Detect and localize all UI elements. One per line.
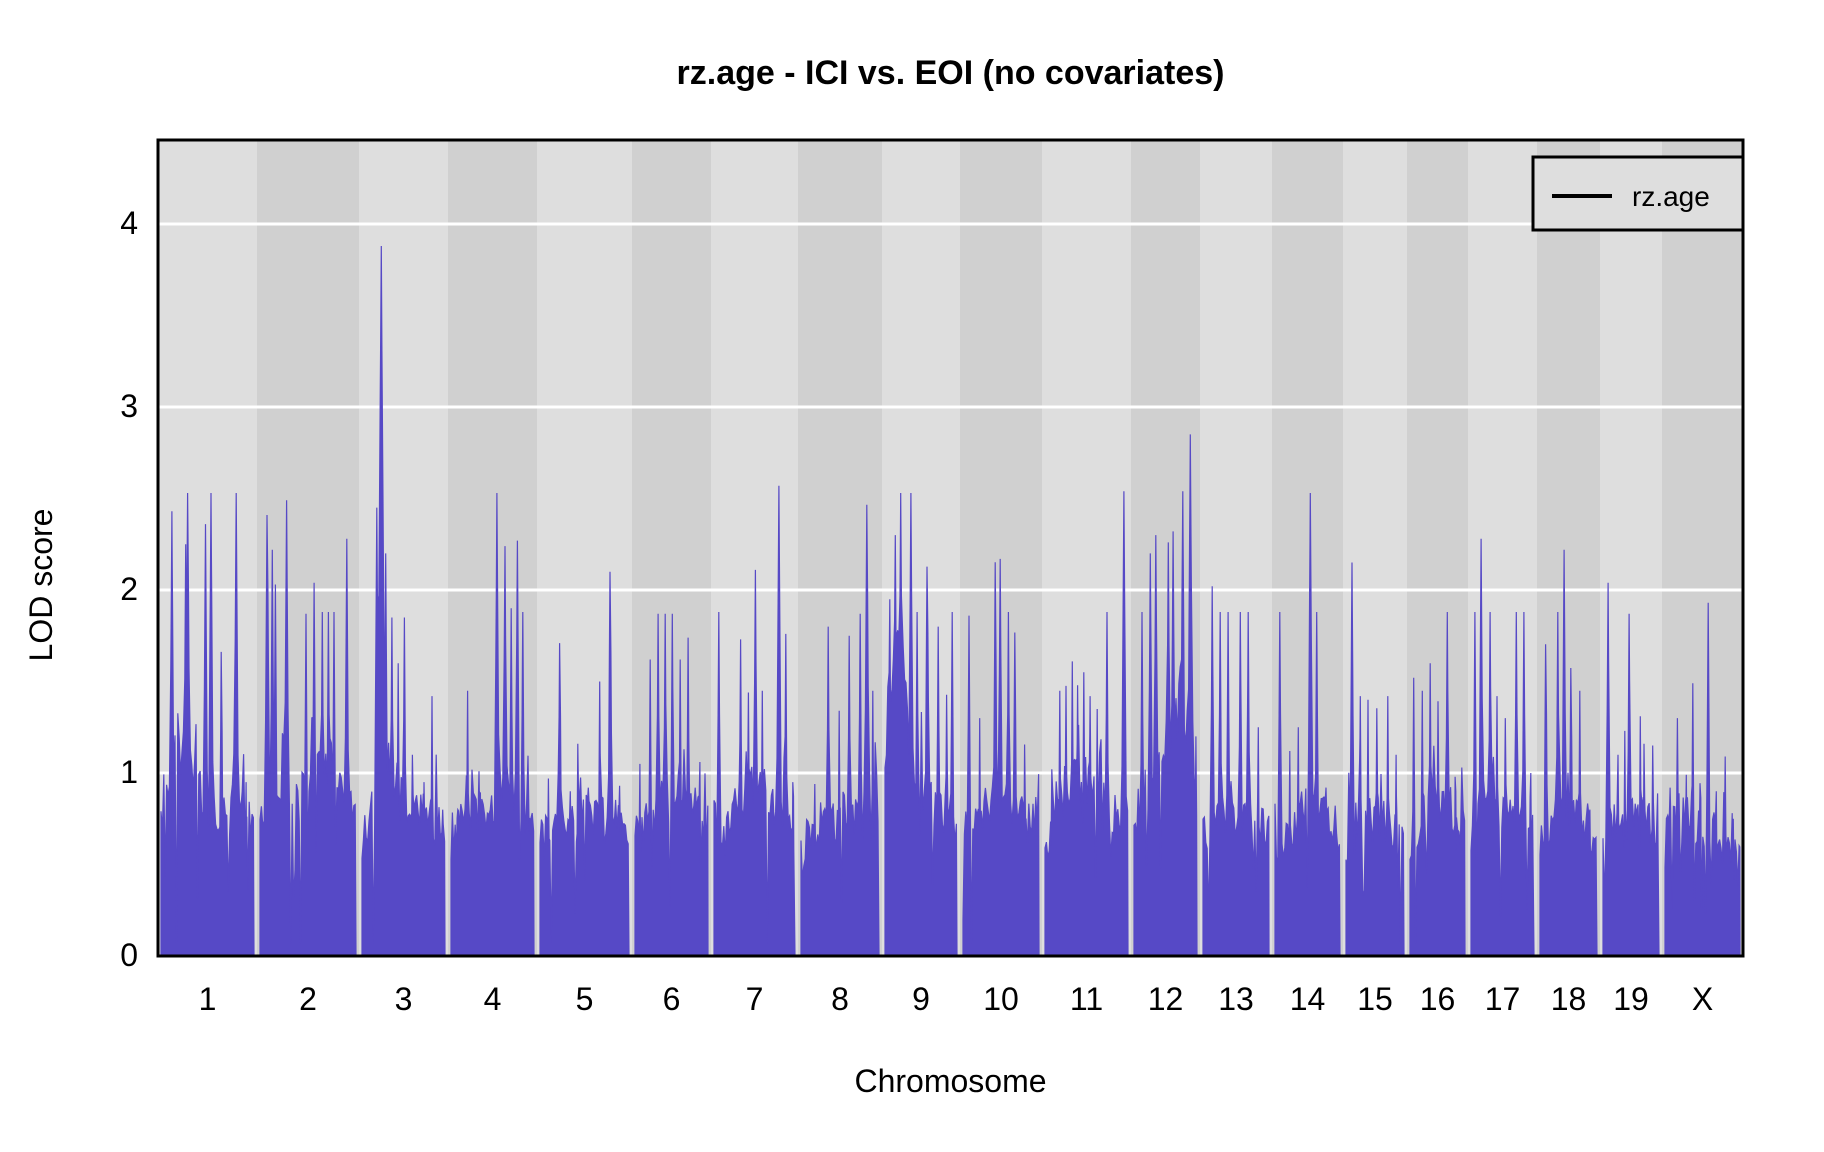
y-tick-label-1: 1 bbox=[120, 754, 138, 790]
y-tick-label-2: 2 bbox=[120, 571, 138, 607]
x-tick-label-chr-9: 9 bbox=[912, 981, 930, 1017]
lod-curve-chr-11 bbox=[1044, 491, 1129, 957]
x-tick-label-chr-15: 15 bbox=[1357, 981, 1393, 1017]
x-tick-labels: 1 2 3 4 5 6 7 8 9 10 11 12 13 14 15 16 17 18 19 X bbox=[199, 981, 1714, 1017]
x-tick-label-chr-10: 10 bbox=[983, 981, 1019, 1017]
y-tick-labels: 0 1 2 3 4 bbox=[120, 205, 138, 973]
lod-curve-chr-5 bbox=[539, 571, 630, 957]
x-tick-label-chr-13: 13 bbox=[1218, 981, 1254, 1017]
lod-curve-chr-19 bbox=[1602, 582, 1660, 957]
lod-curve-chr-2 bbox=[259, 500, 357, 957]
x-tick-label-chr-16: 16 bbox=[1420, 981, 1456, 1017]
y-tick-label-3: 3 bbox=[120, 388, 138, 424]
lod-curve-chr-9 bbox=[884, 492, 958, 957]
x-tick-label-chr-11: 11 bbox=[1070, 981, 1103, 1017]
lod-curve-chr-14 bbox=[1274, 492, 1341, 957]
legend-label: rz.age bbox=[1632, 181, 1710, 212]
lod-curve-chr-10 bbox=[962, 558, 1040, 957]
x-tick-label-chr-7: 7 bbox=[746, 981, 764, 1017]
x-tick-label-chr-2: 2 bbox=[299, 981, 317, 1017]
x-tick-label-chr-6: 6 bbox=[663, 981, 681, 1017]
x-axis-label: Chromosome bbox=[854, 1063, 1046, 1099]
lod-curve-chr-X bbox=[1664, 602, 1741, 957]
lod-curve-chr-6 bbox=[634, 613, 709, 957]
x-tick-label-chr-3: 3 bbox=[395, 981, 413, 1017]
lod-series bbox=[160, 245, 1741, 957]
plot-frame bbox=[156, 138, 1745, 958]
x-tick-label-chr-12: 12 bbox=[1148, 981, 1184, 1017]
y-tick-label-4: 4 bbox=[120, 205, 138, 241]
chart-title: rz.age - ICI vs. EOI (no covariates) bbox=[677, 54, 1225, 92]
lod-curve-chr-16 bbox=[1409, 611, 1466, 957]
lod-curve-chr-3 bbox=[361, 245, 446, 957]
lod-curve-chr-12 bbox=[1133, 434, 1198, 957]
lod-curve-chr-1 bbox=[160, 492, 255, 957]
lod-curve-chr-7 bbox=[713, 485, 796, 957]
y-axis-label: LOD score bbox=[23, 509, 59, 662]
x-tick-label-chr-8: 8 bbox=[831, 981, 849, 1017]
x-tick-label-chr-5: 5 bbox=[576, 981, 594, 1017]
x-tick-label-chr-1: 1 bbox=[199, 981, 217, 1017]
lod-curve-chr-18 bbox=[1539, 549, 1598, 957]
x-tick-label-chr-17: 17 bbox=[1485, 981, 1521, 1017]
y-tick-label-0: 0 bbox=[120, 937, 138, 973]
x-tick-label-chr-14: 14 bbox=[1290, 981, 1326, 1017]
legend-box bbox=[1531, 155, 1745, 232]
x-tick-label-chr-19: 19 bbox=[1613, 981, 1649, 1017]
lod-curve-chr-4 bbox=[450, 492, 535, 957]
lod-curve-chr-15 bbox=[1345, 562, 1405, 957]
x-tick-label-chr-18: 18 bbox=[1551, 981, 1587, 1017]
x-tick-label-chr-X: X bbox=[1692, 981, 1713, 1017]
lod-curve-chr-17 bbox=[1470, 538, 1535, 957]
x-tick-label-chr-4: 4 bbox=[484, 981, 502, 1017]
legend: rz.age bbox=[1531, 155, 1745, 232]
lod-curve-chr-8 bbox=[800, 504, 880, 957]
lod-curve-chr-13 bbox=[1202, 586, 1270, 957]
